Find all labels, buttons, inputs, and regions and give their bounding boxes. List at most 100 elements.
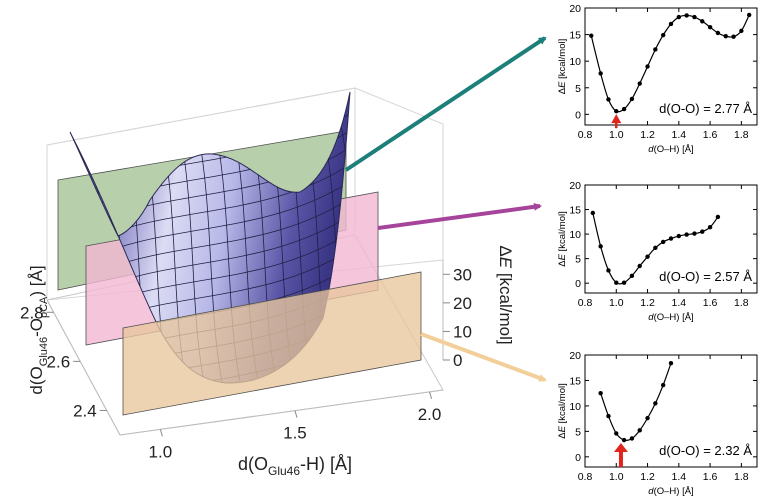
x-axis-title: d(O–H) [Å] <box>648 144 693 155</box>
x-tick-label: 1.6 <box>703 297 718 309</box>
y-axis-title-sub1: Glu46 <box>38 337 50 366</box>
x-axis-title-d: d <box>648 312 654 323</box>
y-tick-label: 20 <box>569 180 581 192</box>
y-axis-title-mid: -O <box>27 318 46 337</box>
x-tick-label: 1.0 <box>609 297 624 309</box>
y-tick-label: 10 <box>569 401 581 413</box>
data-point <box>606 97 611 102</box>
y-tick-label: 0 <box>575 278 581 290</box>
data-point <box>731 34 736 39</box>
data-point <box>660 382 666 388</box>
data-point <box>653 47 658 52</box>
x-tick-label: 1.4 <box>672 471 687 483</box>
x-axis-title-main: d(O <box>238 454 268 474</box>
x-axis-title-sub: Glu46 <box>268 464 300 478</box>
series-line <box>600 362 672 441</box>
x-tick-label: 1.4 <box>672 129 687 141</box>
data-point <box>715 214 721 220</box>
y-axis-title-unit: [kcal/mol] <box>557 383 568 426</box>
data-point <box>668 21 674 27</box>
data-point <box>637 428 642 433</box>
y-axis-title-delta: Δ <box>557 432 568 439</box>
z-axis-title-delta: Δ <box>496 245 515 256</box>
data-point <box>668 360 674 366</box>
y-tick-label: 15 <box>569 30 581 42</box>
x-tick-label: 1.2 <box>640 297 655 309</box>
y-axis-title-unit: [kcal/mol] <box>557 211 568 254</box>
y-tick-label: 20 <box>569 3 581 15</box>
box-top-edge <box>46 87 356 230</box>
x-tick-label: 2.0 <box>418 405 442 424</box>
plot-frame <box>584 354 758 468</box>
data-point <box>660 239 666 245</box>
data-point <box>606 413 611 419</box>
y-tick-label: 15 <box>569 205 581 217</box>
x-tick-label: 0.8 <box>578 129 593 141</box>
x-axis-title: d(O–H) [Å] <box>648 486 693 497</box>
y-axis-title-sub2: pCA <box>38 296 50 318</box>
x-axis-title: d(OGlu46-H) [Å] <box>238 454 352 478</box>
data-point <box>676 14 682 20</box>
arrow-to-profile-277 <box>344 36 547 172</box>
x-tick-label: 1.8 <box>734 129 749 141</box>
data-point <box>692 231 697 236</box>
y-axis-line <box>46 299 121 436</box>
data-point <box>668 236 674 241</box>
z-tick-label: 10 <box>453 322 472 341</box>
y-axis-title-tail: ) [Å] <box>27 265 46 296</box>
x-tick-label: 1.0 <box>609 471 624 483</box>
data-point <box>598 244 603 249</box>
z-tick-label: 0 <box>453 351 462 370</box>
z-axis-title-unit: [kcal/mol] <box>496 268 515 345</box>
x-tick-label: 1.2 <box>640 129 655 141</box>
z-axis-title: ΔE [kcal/mol] <box>496 245 515 344</box>
y-tick-label: 20 <box>569 350 581 362</box>
y-axis-title-delta: Δ <box>557 260 568 267</box>
data-point <box>739 28 744 34</box>
data-point <box>660 32 666 38</box>
x-axis-title-unit: (O–H) [Å] <box>654 312 694 323</box>
y-axis-title-e: E <box>557 425 568 432</box>
x-axis-line <box>119 389 444 436</box>
y-tick-label: 15 <box>569 375 581 387</box>
y-tick-label: 10 <box>569 56 581 68</box>
data-point <box>589 33 594 38</box>
data-point <box>645 415 650 421</box>
y-axis-title-main: d(O <box>27 366 46 394</box>
plot-frame <box>584 7 758 126</box>
arrow-to-profile-232 <box>420 332 547 382</box>
y-axis-title: ΔE [kcal/mol] <box>557 383 568 438</box>
y-tick-label: 10 <box>569 229 581 241</box>
y-tick-label: 5 <box>575 254 581 266</box>
x-tick-label: 1.6 <box>703 129 718 141</box>
y-tick-label: 2.8 <box>20 303 44 322</box>
z-axis-ticks: 0 10 20 30 <box>443 265 472 370</box>
data-point <box>700 229 705 234</box>
x-tick-label: 0.8 <box>578 297 593 309</box>
x-axis-ticks: 1.0 1.5 2.0 <box>149 391 442 461</box>
y-tick-label: 2.6 <box>47 352 71 371</box>
x-tick-label: 1.6 <box>703 471 718 483</box>
minimum-arrow-head <box>611 114 622 124</box>
data-point <box>629 436 635 441</box>
data-point <box>707 225 713 230</box>
x-tick-mark <box>429 391 433 400</box>
slice-tan-plane <box>122 271 422 416</box>
data-point <box>676 233 682 239</box>
data-point <box>684 13 689 18</box>
data-point <box>653 245 658 251</box>
z-axis-title-e: E <box>496 257 515 269</box>
x-tick-mark <box>294 410 298 418</box>
profile-2.77: 0.8 1.0 1.2 1.4 1.6 1.8 0 5 10 15 20 d(O–H) [Å] ΔE [… <box>557 3 758 155</box>
x-tick-label: 1.4 <box>672 297 687 309</box>
oo-distance-annotation: d(O-O) = 2.32 Å <box>659 443 752 458</box>
x-tick-mark <box>159 429 163 437</box>
data-point <box>621 106 627 112</box>
y-axis-title-e: E <box>557 253 568 260</box>
data-point <box>645 254 650 259</box>
y-axis-title-delta: Δ <box>557 87 568 94</box>
x-tick-label: 1.8 <box>734 471 749 483</box>
data-point <box>606 268 611 273</box>
y-axis-title: d(OGlu46-OpCA) [Å] <box>27 265 50 394</box>
